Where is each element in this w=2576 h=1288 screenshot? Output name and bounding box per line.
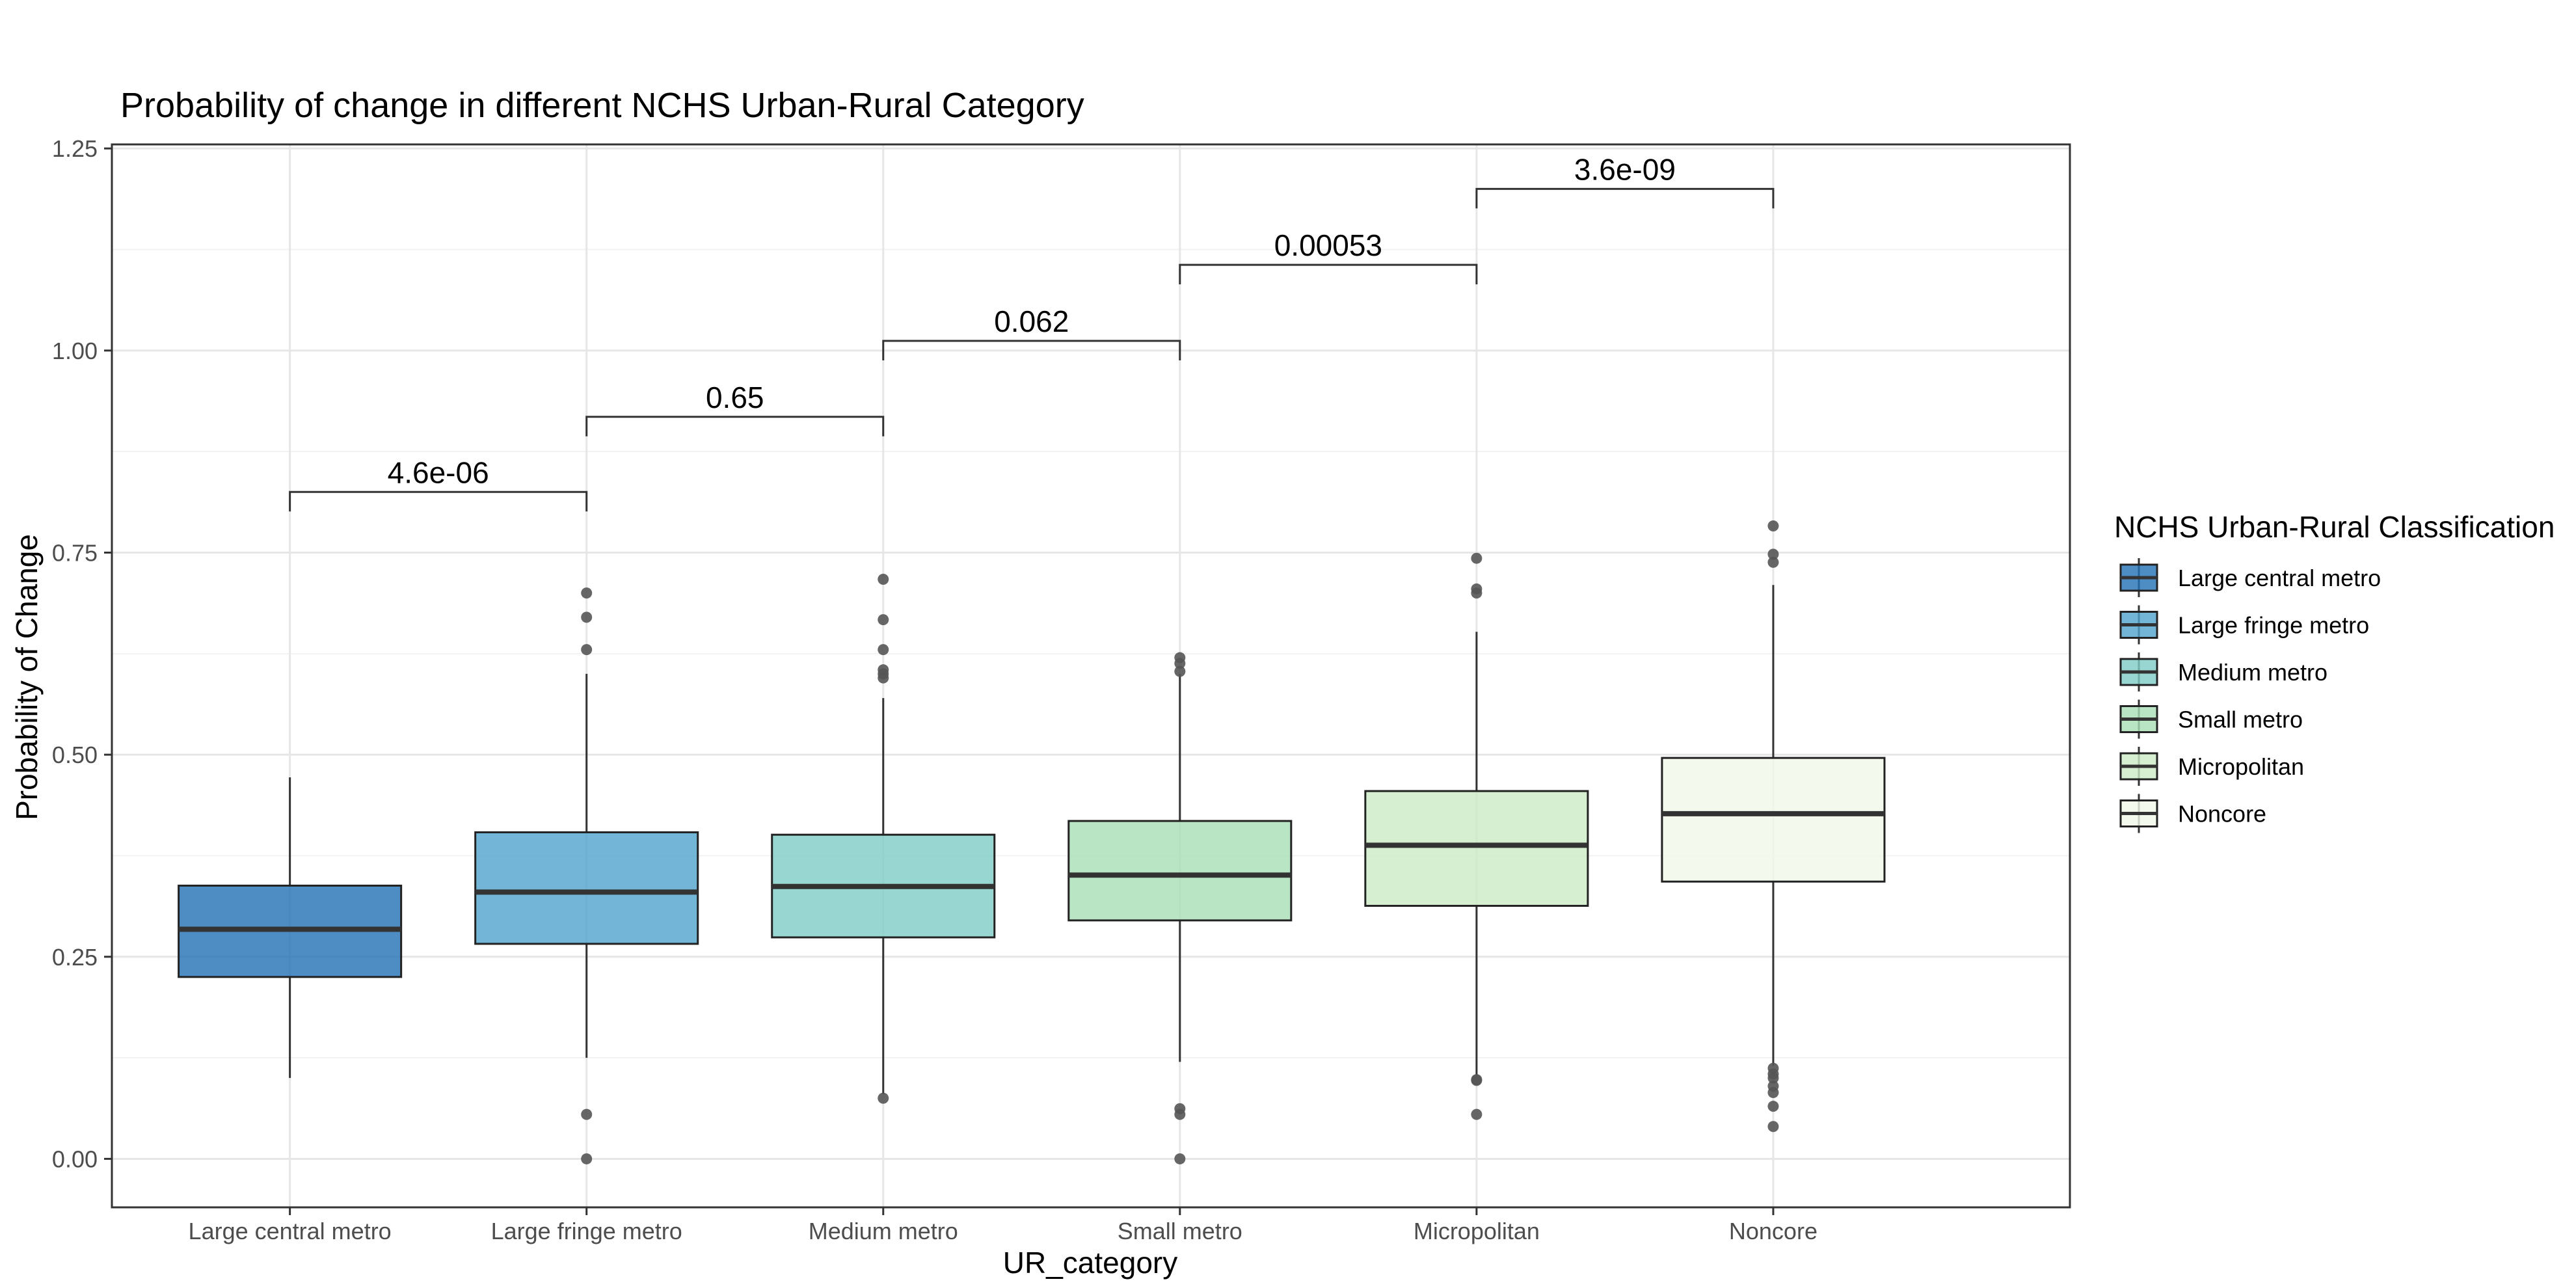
outlier-point [1174,652,1186,664]
bracket-line [882,340,1181,360]
legend-item: Medium metro [2119,652,2328,691]
outlier-point [878,614,889,626]
p-value-label: 0.65 [706,381,764,414]
x-tick-label: Large central metro [189,1218,392,1244]
box-group [1364,552,1589,1120]
outlier-point [581,1108,593,1120]
legend-item: Large fringe metro [2119,605,2369,645]
outlier-point [878,1092,889,1104]
plot-area: 4.6e-06 0.65 0.062 0.00053 3.6e-09 0.00 0.25 0.… [52,135,2071,1244]
y-axis-title: Probability of Change [10,534,44,820]
outlier-point [1767,548,1779,560]
y-tick-label: 0.00 [52,1146,98,1172]
box [1364,790,1589,907]
box-group [771,574,996,1104]
p-value-label: 0.00053 [1274,228,1382,262]
comparison-bracket: 4.6e-06 [289,455,588,512]
outlier-point [1767,1101,1779,1112]
outlier-point [1471,1074,1483,1086]
comparison-bracket: 3.6e-09 [1475,152,1775,209]
legend-item: Small metro [2119,699,2303,739]
box [1661,757,1886,883]
outlier-point [581,611,593,623]
outlier-point [878,574,889,585]
comparison-bracket: 0.65 [585,381,885,436]
legend-item: Large central metro [2119,558,2381,597]
legend-item: Noncore [2119,794,2266,833]
outlier-point [878,644,889,656]
bracket-line [289,490,588,512]
y-tick-label: 0.50 [52,742,98,768]
x-axis-title: UR_category [1003,1246,1177,1280]
legend-label: Large fringe metro [2178,612,2369,639]
legend-item: Micropolitan [2119,747,2304,786]
box-group [1067,652,1293,1164]
outlier-point [1767,1080,1779,1092]
legend-label: Medium metro [2178,659,2328,686]
x-tick-label: Small metro [1118,1218,1242,1244]
outlier-point [581,587,593,599]
outlier-point [1471,1108,1483,1120]
legend-label: Noncore [2178,801,2266,827]
p-value-label: 3.6e-09 [1574,152,1676,186]
y-tick-label: 0.25 [52,944,98,971]
bracket-line [1475,187,1775,209]
legend-label: Small metro [2178,706,2303,733]
panel-background [112,144,2070,1207]
p-value-label: 4.6e-06 [388,455,489,489]
legend-title: NCHS Urban-Rural Classification [2114,510,2555,544]
outlier-point [1471,583,1483,595]
p-value-label: 0.062 [994,304,1069,338]
box-group [178,777,403,1079]
y-tick-label: 0.75 [52,540,98,567]
legend-label: Micropolitan [2178,753,2304,780]
outlier-point [1767,1121,1779,1133]
outlier-point [878,664,889,676]
outlier-point [581,644,593,656]
legend-label: Large central metro [2178,565,2381,591]
x-tick-label: Large fringe metro [491,1218,682,1244]
box [474,831,699,945]
panel-border [111,143,2071,1209]
outlier-point [1767,520,1779,532]
comparison-bracket: 0.00053 [1179,228,1478,285]
comparison-bracket: 0.062 [882,304,1181,360]
outlier-point [1174,665,1186,677]
bracket-line [1179,263,1478,285]
box-group [474,587,699,1164]
x-tick-label: Medium metro [809,1218,958,1244]
legend: Large central metro Large fringe metro Med… [2119,558,2381,833]
outlier-point [1174,1103,1186,1114]
outlier-point [1767,556,1779,568]
box-group [1661,520,1886,1133]
y-tick-label: 1.25 [52,135,98,162]
x-tick-label: Micropolitan [1414,1218,1540,1244]
chart-title: Probability of change in different NCHS … [120,86,1084,125]
y-tick-label: 1.00 [52,338,98,364]
outlier-point [1767,1062,1779,1074]
outlier-point [581,1153,593,1164]
outlier-point [1471,552,1483,564]
x-tick-label: Noncore [1729,1218,1818,1244]
bracket-line [585,416,885,436]
outlier-point [1174,1153,1186,1164]
box [1067,820,1293,922]
